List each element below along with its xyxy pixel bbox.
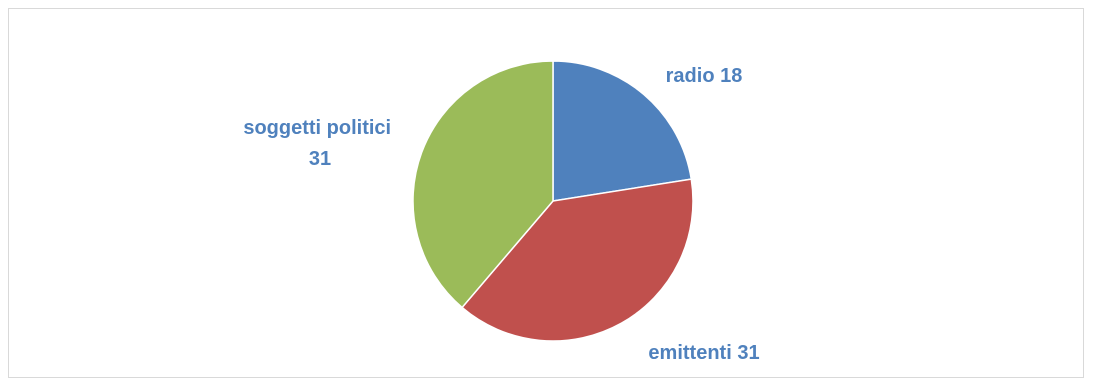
pie-slice-soggetti-politici <box>412 60 554 309</box>
pie-slice-emittenti <box>461 178 694 342</box>
pie-slices <box>412 60 694 342</box>
data-label-soggetti-politici-value: 31 <box>309 148 331 170</box>
data-label-radio: radio 18 <box>666 65 743 87</box>
data-label-emittenti: emittenti 31 <box>648 342 759 364</box>
pie-slice-radio <box>552 60 693 202</box>
data-label-soggetti-politici: soggetti politici 31 <box>243 117 396 170</box>
data-label-soggetti-politici-name: soggetti politici <box>243 117 391 139</box>
